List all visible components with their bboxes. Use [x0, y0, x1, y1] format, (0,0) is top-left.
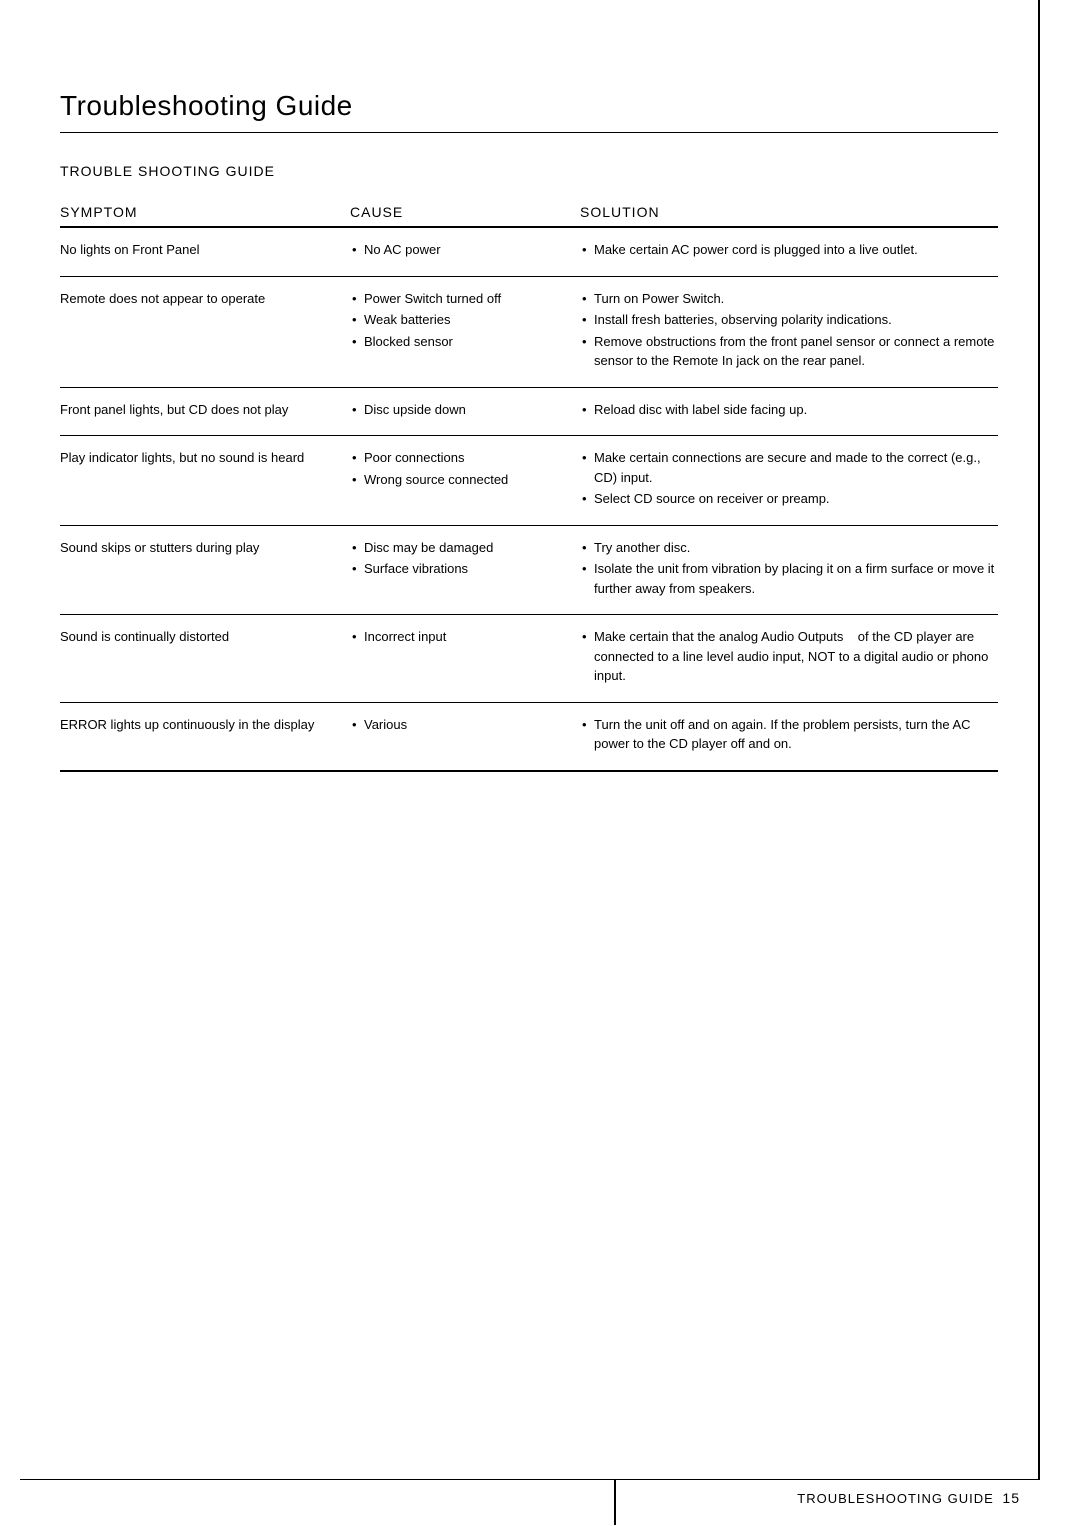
bottom-tab-divider — [614, 1479, 616, 1525]
cause-item: Blocked sensor — [350, 332, 580, 352]
solution-item: Select CD source on receiver or preamp. — [580, 489, 998, 509]
cause-item: Disc upside down — [350, 400, 580, 420]
solution-list: Make certain connections are secure and … — [580, 448, 998, 509]
solution-item: Make certain connections are secure and … — [580, 448, 998, 487]
cause-list: Power Switch turned offWeak batteriesBlo… — [350, 289, 580, 352]
cause-cell: Incorrect input — [350, 627, 580, 688]
solution-list: Make certain AC power cord is plugged in… — [580, 240, 998, 260]
cause-list: Incorrect input — [350, 627, 580, 647]
cause-cell: Various — [350, 715, 580, 756]
main-title: Troubleshooting Guide — [60, 90, 998, 122]
solution-cell: Make certain that the analog Audio Outpu… — [580, 627, 998, 688]
symptom-cell: Sound skips or stutters during play — [60, 538, 350, 601]
col-header-solution: SOLUTION — [580, 204, 998, 220]
cause-item: Disc may be damaged — [350, 538, 580, 558]
table-row: Play indicator lights, but no sound is h… — [60, 436, 998, 526]
solution-list: Turn on Power Switch.Install fresh batte… — [580, 289, 998, 371]
cause-item: Various — [350, 715, 580, 735]
solution-item: Make certain AC power cord is plugged in… — [580, 240, 998, 260]
table-header-row: SYMPTOM CAUSE SOLUTION — [60, 204, 998, 228]
cause-item: Poor connections — [350, 448, 580, 468]
solution-list: Turn the unit off and on again. If the p… — [580, 715, 998, 754]
col-header-symptom: SYMPTOM — [60, 204, 350, 220]
page-frame: Troubleshooting Guide TROUBLE SHOOTING G… — [20, 0, 1040, 1480]
cause-list: Disc upside down — [350, 400, 580, 420]
symptom-cell: No lights on Front Panel — [60, 240, 350, 262]
title-underline — [60, 132, 998, 133]
symptom-cell: ERROR lights up continuously in the disp… — [60, 715, 350, 756]
cause-cell: Poor connectionsWrong source connected — [350, 448, 580, 511]
solution-item: Remove obstructions from the front panel… — [580, 332, 998, 371]
cause-item: Surface vibrations — [350, 559, 580, 579]
cause-list: Various — [350, 715, 580, 735]
table-row: Remote does not appear to operatePower S… — [60, 277, 998, 388]
cause-list: No AC power — [350, 240, 580, 260]
table-body: No lights on Front PanelNo AC powerMake … — [60, 228, 998, 772]
cause-cell: No AC power — [350, 240, 580, 262]
solution-list: Try another disc.Isolate the unit from v… — [580, 538, 998, 599]
cause-item: Incorrect input — [350, 627, 580, 647]
symptom-cell: Front panel lights, but CD does not play — [60, 400, 350, 422]
table-row: Sound is continually distortedIncorrect … — [60, 615, 998, 703]
cause-item: No AC power — [350, 240, 580, 260]
symptom-cell: Sound is continually distorted — [60, 627, 350, 688]
footer-label: TROUBLESHOOTING GUIDE — [797, 1491, 994, 1506]
symptom-cell: Play indicator lights, but no sound is h… — [60, 448, 350, 511]
solution-item: Isolate the unit from vibration by placi… — [580, 559, 998, 598]
solution-item: Reload disc with label side facing up. — [580, 400, 998, 420]
content-area: Troubleshooting Guide TROUBLE SHOOTING G… — [20, 0, 1038, 772]
solution-cell: Reload disc with label side facing up. — [580, 400, 998, 422]
solution-cell: Make certain AC power cord is plugged in… — [580, 240, 998, 262]
page-footer: TROUBLESHOOTING GUIDE 15 — [797, 1490, 1020, 1506]
solution-list: Make certain that the analog Audio Outpu… — [580, 627, 998, 686]
cause-item: Weak batteries — [350, 310, 580, 330]
solution-item: Turn the unit off and on again. If the p… — [580, 715, 998, 754]
solution-cell: Turn the unit off and on again. If the p… — [580, 715, 998, 756]
solution-cell: Try another disc.Isolate the unit from v… — [580, 538, 998, 601]
table-row: No lights on Front PanelNo AC powerMake … — [60, 228, 998, 277]
cause-list: Disc may be damagedSurface vibrations — [350, 538, 580, 579]
table-row: Sound skips or stutters during playDisc … — [60, 526, 998, 616]
cause-cell: Disc upside down — [350, 400, 580, 422]
col-header-cause: CAUSE — [350, 204, 580, 220]
solution-cell: Make certain connections are secure and … — [580, 448, 998, 511]
section-heading: TROUBLE SHOOTING GUIDE — [60, 163, 998, 179]
cause-cell: Disc may be damagedSurface vibrations — [350, 538, 580, 601]
symptom-cell: Remote does not appear to operate — [60, 289, 350, 373]
solution-list: Reload disc with label side facing up. — [580, 400, 998, 420]
solution-item: Make certain that the analog Audio Outpu… — [580, 627, 998, 686]
solution-item: Turn on Power Switch. — [580, 289, 998, 309]
cause-cell: Power Switch turned offWeak batteriesBlo… — [350, 289, 580, 373]
table-row: ERROR lights up continuously in the disp… — [60, 703, 998, 772]
table-row: Front panel lights, but CD does not play… — [60, 388, 998, 437]
solution-cell: Turn on Power Switch.Install fresh batte… — [580, 289, 998, 373]
cause-item: Wrong source connected — [350, 470, 580, 490]
cause-item: Power Switch turned off — [350, 289, 580, 309]
solution-item: Try another disc. — [580, 538, 998, 558]
solution-item: Install fresh batteries, observing polar… — [580, 310, 998, 330]
cause-list: Poor connectionsWrong source connected — [350, 448, 580, 489]
footer-page-number: 15 — [1002, 1490, 1020, 1506]
